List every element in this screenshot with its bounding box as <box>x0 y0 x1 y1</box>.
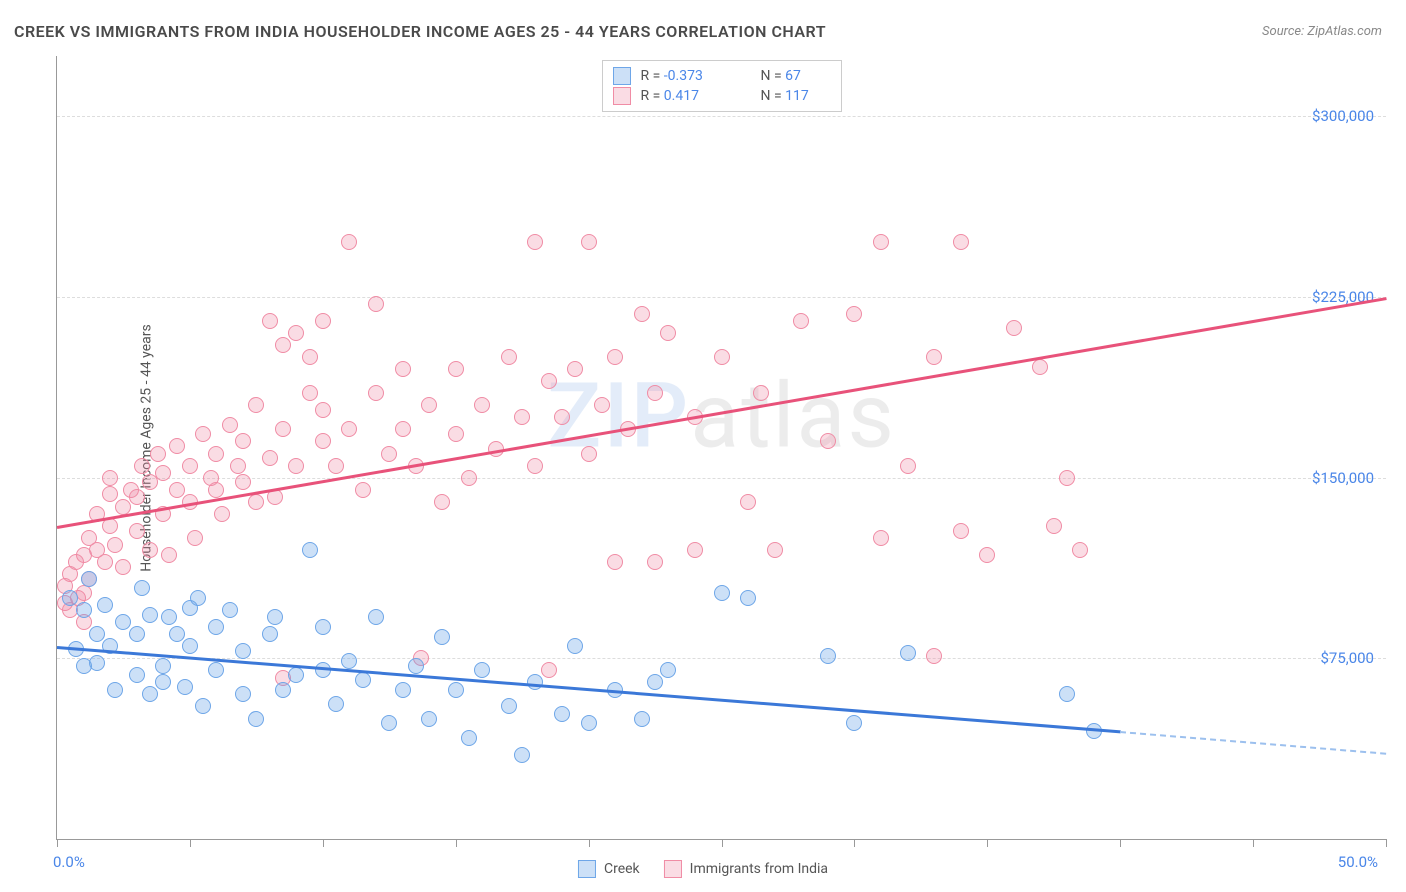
data-point <box>567 638 583 654</box>
stats-row-creek: R = -0.373 N = 67 <box>613 66 831 86</box>
legend-label-india: Immigrants from India <box>690 861 828 877</box>
x-tick <box>1253 839 1254 847</box>
x-tick <box>323 839 324 847</box>
data-point <box>368 609 384 625</box>
chart-title: CREEK VS IMMIGRANTS FROM INDIA HOUSEHOLD… <box>14 22 826 41</box>
data-point <box>355 672 371 688</box>
data-point <box>381 715 397 731</box>
data-point <box>514 747 530 763</box>
r-label-creek: R = -0.373 <box>641 68 751 84</box>
scatter-points-creek <box>57 56 1386 839</box>
chart-plot-area: ZIPatlas Householder Income Ages 25 - 44… <box>56 56 1386 840</box>
x-tick <box>1120 839 1121 847</box>
data-point <box>408 658 424 674</box>
x-tick <box>1386 839 1387 847</box>
data-point <box>195 698 211 714</box>
data-point <box>900 645 916 661</box>
data-point <box>846 715 862 731</box>
data-point <box>421 711 437 727</box>
swatch-india <box>613 87 631 105</box>
data-point <box>714 585 730 601</box>
correlation-stats-box: R = -0.373 N = 67 R = 0.417 N = 117 <box>602 60 842 112</box>
legend-swatch-india <box>664 860 682 878</box>
data-point <box>222 602 238 618</box>
stats-row-india: R = 0.417 N = 117 <box>613 86 831 106</box>
x-max-label: 50.0% <box>1338 853 1378 871</box>
data-point <box>341 653 357 669</box>
data-point <box>248 711 264 727</box>
x-tick <box>854 839 855 847</box>
data-point <box>288 667 304 683</box>
data-point <box>527 674 543 690</box>
data-point <box>315 662 331 678</box>
x-tick <box>57 839 58 847</box>
data-point <box>208 619 224 635</box>
data-point <box>182 638 198 654</box>
data-point <box>161 609 177 625</box>
data-point <box>235 643 251 659</box>
data-point <box>190 590 206 606</box>
data-point <box>76 602 92 618</box>
data-point <box>434 629 450 645</box>
data-point <box>89 626 105 642</box>
data-point <box>634 711 650 727</box>
data-point <box>647 674 663 690</box>
data-point <box>62 590 78 606</box>
data-point <box>177 679 193 695</box>
data-point <box>134 580 150 596</box>
x-tick <box>987 839 988 847</box>
x-tick <box>190 839 191 847</box>
n-label-india: N = 117 <box>761 88 831 104</box>
data-point <box>107 682 123 698</box>
legend-swatch-creek <box>578 860 596 878</box>
r-label-india: R = 0.417 <box>641 88 751 104</box>
data-point <box>81 571 97 587</box>
data-point <box>302 542 318 558</box>
data-point <box>740 590 756 606</box>
data-point <box>581 715 597 731</box>
data-point <box>395 682 411 698</box>
data-point <box>115 614 131 630</box>
data-point <box>235 686 251 702</box>
x-tick <box>589 839 590 847</box>
swatch-creek <box>613 67 631 85</box>
data-point <box>155 674 171 690</box>
data-point <box>1059 686 1075 702</box>
source-credit: Source: ZipAtlas.com <box>1262 24 1382 39</box>
data-point <box>142 607 158 623</box>
data-point <box>169 626 185 642</box>
data-point <box>129 626 145 642</box>
x-min-label: 0.0% <box>53 853 85 871</box>
data-point <box>315 619 331 635</box>
legend: Creek Immigrants from India <box>578 860 828 878</box>
data-point <box>267 609 283 625</box>
data-point <box>155 658 171 674</box>
legend-label-creek: Creek <box>604 861 640 877</box>
data-point <box>474 662 490 678</box>
data-point <box>142 686 158 702</box>
legend-item-creek: Creek <box>578 860 640 878</box>
data-point <box>97 597 113 613</box>
data-point <box>448 682 464 698</box>
data-point <box>275 682 291 698</box>
data-point <box>129 667 145 683</box>
data-point <box>554 706 570 722</box>
data-point <box>820 648 836 664</box>
data-point <box>501 698 517 714</box>
x-tick <box>456 839 457 847</box>
data-point <box>208 662 224 678</box>
data-point <box>89 655 105 671</box>
n-label-creek: N = 67 <box>761 68 831 84</box>
data-point <box>328 696 344 712</box>
legend-item-india: Immigrants from India <box>664 860 828 878</box>
data-point <box>660 662 676 678</box>
x-tick <box>722 839 723 847</box>
data-point <box>262 626 278 642</box>
data-point <box>461 730 477 746</box>
